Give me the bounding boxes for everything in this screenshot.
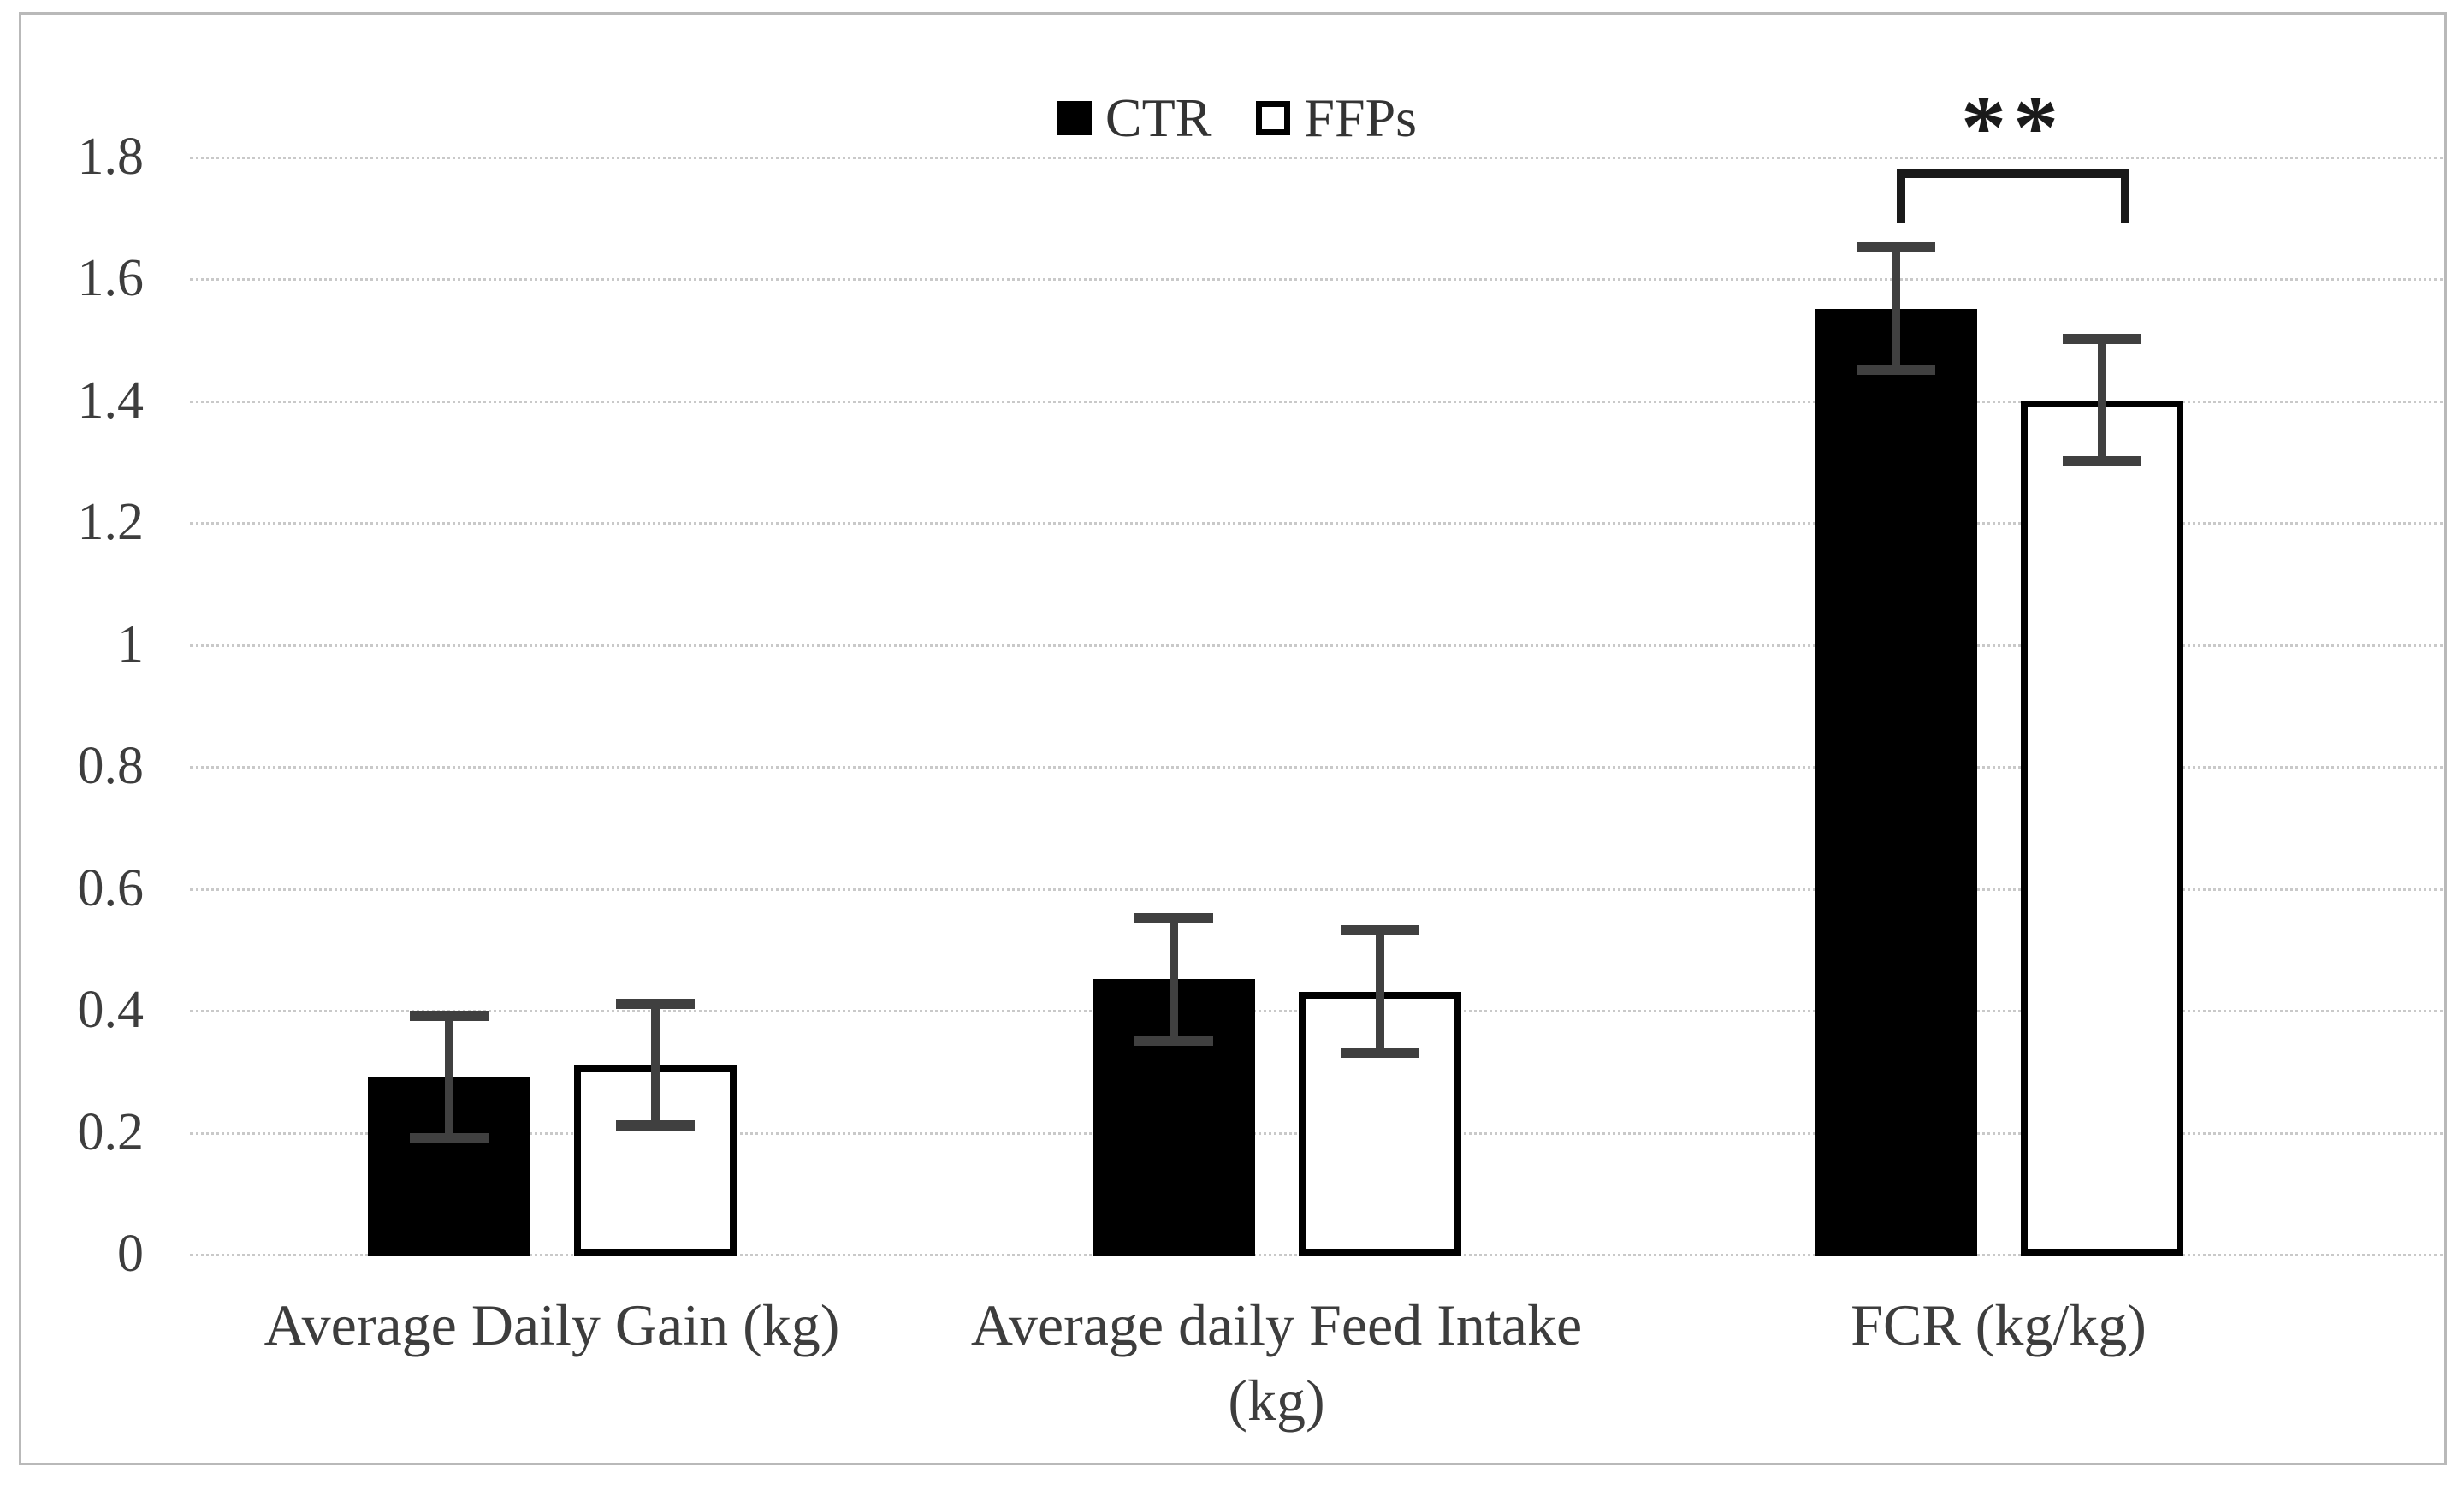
gridline-1: [190, 644, 2443, 647]
y-axis-tick-label: 0.2: [77, 1102, 145, 1161]
y-axis-tick-label: 1.6: [77, 249, 145, 307]
legend-label-ctr: CTR: [1105, 87, 1212, 148]
y-axis-tick-label: 1.2: [77, 493, 145, 551]
gridline-1.8: [190, 156, 2443, 159]
significance-bracket: [1897, 169, 2129, 223]
error-bar-top-cap: [409, 1011, 489, 1022]
significance-stars: **: [1961, 77, 2065, 177]
error-bar-top-cap: [1340, 925, 1419, 936]
legend-label-ffps: FFPs: [1304, 87, 1418, 148]
y-axis-tick-label: 0.8: [77, 737, 145, 795]
error-bar-bottom-cap: [615, 1120, 695, 1131]
error-bar-stem: [650, 1003, 660, 1126]
legend-entry-ctr: CTR: [1057, 87, 1212, 148]
gridline-1.6: [190, 278, 2443, 281]
gridline-1.4: [190, 400, 2443, 403]
ctr-swatch-icon: [1057, 101, 1092, 135]
ffps-swatch-icon: [1256, 101, 1291, 135]
error-bar-stem: [444, 1016, 453, 1138]
error-bar-top-cap: [2062, 334, 2141, 345]
error-bar-bottom-cap: [1340, 1047, 1419, 1058]
figure-border: [19, 12, 2447, 1465]
y-axis-tick-label: 0.4: [77, 981, 145, 1039]
error-bar-stem: [1169, 918, 1178, 1041]
error-bar-bottom-cap: [2062, 455, 2141, 466]
error-bar-stem: [1891, 247, 1900, 370]
category-label-adg: Average Daily Gain (kg): [264, 1292, 840, 1357]
gridline-0.6: [190, 888, 2443, 891]
category-label-adfi: Average daily Feed Intake (kg): [970, 1292, 1583, 1433]
legend-entry-ffps: FFPs: [1256, 87, 1418, 148]
y-axis-tick-label: 1.4: [77, 371, 145, 430]
gridline-1.2: [190, 522, 2443, 525]
y-axis-tick-label: 0: [117, 1225, 144, 1283]
error-bar-top-cap: [615, 998, 695, 1009]
error-bar-stem: [2097, 339, 2106, 461]
bar-ctr-2: [1814, 308, 1977, 1256]
bar-ffps-2: [2020, 400, 2183, 1256]
y-axis-tick-label: 0.6: [77, 858, 145, 917]
error-bar-top-cap: [1134, 913, 1213, 924]
error-bar-bottom-cap: [1134, 1035, 1213, 1046]
error-bar-top-cap: [1856, 242, 1935, 253]
error-bar-bottom-cap: [1856, 364, 1935, 375]
error-bar-stem: [1375, 930, 1384, 1053]
gridline-0.8: [190, 766, 2443, 769]
category-label-fcr: FCR (kg/kg): [1851, 1292, 2147, 1357]
legend: CTR FFPs: [0, 87, 2464, 148]
error-bar-bottom-cap: [409, 1132, 489, 1143]
y-axis-tick-label: 1.8: [77, 127, 145, 186]
y-axis-tick-label: 1: [117, 614, 144, 674]
